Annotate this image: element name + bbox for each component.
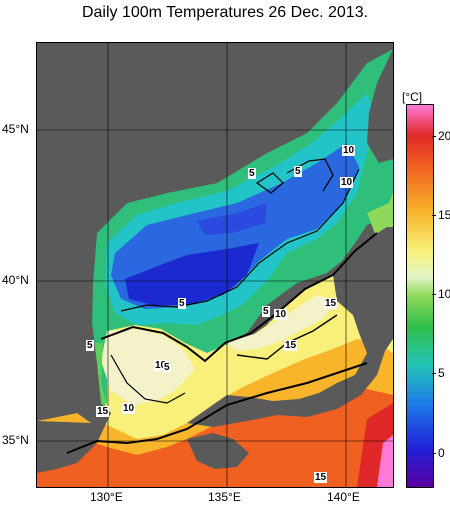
contour-label: 5	[262, 306, 270, 317]
contour-label: 10	[340, 177, 354, 188]
contour-label: 5	[163, 362, 171, 373]
contour-label: 5	[178, 298, 186, 309]
map-svg	[37, 43, 393, 487]
sea-dark-blue	[125, 243, 259, 305]
contour-label: 5	[248, 168, 256, 179]
land-korea	[37, 403, 111, 473]
contour-label: 10	[154, 360, 168, 371]
lon-label-140e: 140°E	[327, 490, 360, 504]
warm-pale-zone	[227, 295, 337, 351]
colorbar-tick-mark	[432, 294, 436, 295]
contour-label: 10	[342, 145, 356, 156]
colorbar-tick-10: 10	[438, 287, 450, 301]
colorbar-tick-mark	[432, 453, 436, 454]
contour-label: 10	[122, 403, 136, 414]
land-asia	[37, 43, 393, 423]
colorbar	[406, 104, 434, 488]
lon-label-130e: 130°E	[90, 490, 123, 504]
lat-label-45n: 45°N	[2, 122, 29, 136]
lat-label-40n: 40°N	[2, 273, 29, 287]
contour-label: 5	[86, 340, 94, 351]
contour-label: 15	[284, 340, 298, 351]
colorbar-tick-mark	[432, 373, 436, 374]
contour-label: 10	[274, 309, 288, 320]
colorbar-unit: [°C]	[402, 90, 423, 104]
map-title: Daily 100m Temperatures 26 Dec. 2013.	[81, 4, 369, 21]
contour-label: 5	[294, 166, 302, 177]
lat-label-35n: 35°N	[2, 433, 29, 447]
colorbar-tick-15: 15	[438, 208, 450, 222]
lon-label-135e: 135°E	[208, 490, 241, 504]
contour-label: 15	[314, 472, 328, 483]
contour-label: 15	[324, 298, 338, 309]
temperature-map	[36, 42, 394, 488]
warm-pale-zone	[101, 329, 195, 405]
colorbar-tick-mark	[432, 215, 436, 216]
colorbar-tick-5: 5	[438, 366, 445, 380]
sea-dark-blue	[197, 203, 267, 235]
contour-label: 15	[96, 406, 110, 417]
land-kyushu	[187, 433, 249, 469]
colorbar-tick-mark	[432, 136, 436, 137]
kuroshio-pink	[377, 435, 393, 487]
colorbar-tick-20: 20	[438, 129, 450, 143]
land-japan	[187, 227, 393, 427]
contours	[66, 158, 378, 454]
land-hokkaido	[367, 49, 393, 163]
colorbar-tick-0: 0	[438, 446, 445, 460]
graticule	[37, 43, 393, 487]
